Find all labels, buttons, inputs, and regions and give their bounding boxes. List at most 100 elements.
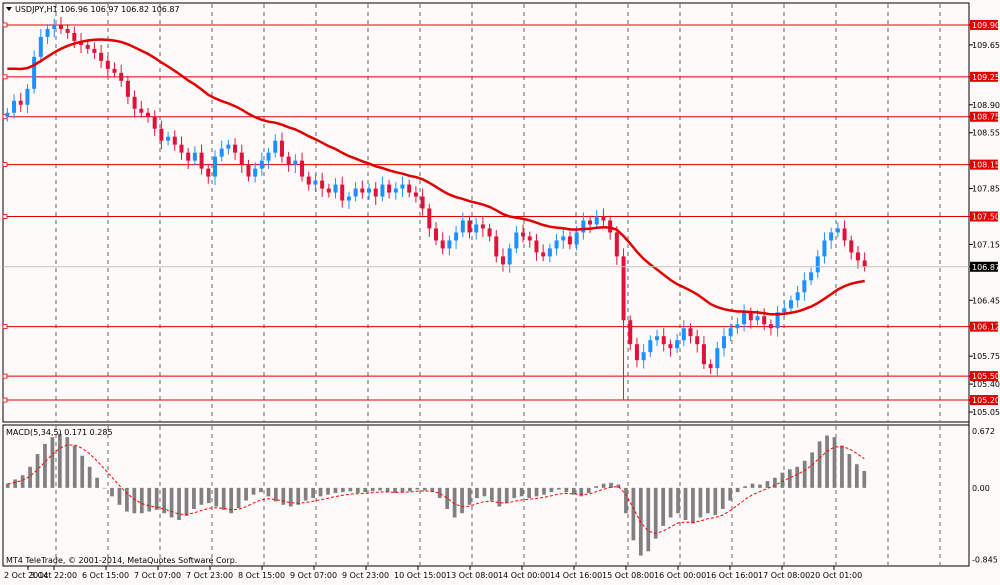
level-handle[interactable] [2,324,8,330]
price-tick-label: 105.05 [972,408,1000,417]
candle-body [420,196,425,209]
macd-bar [616,484,621,488]
candle-body [567,236,572,245]
macd-bar [579,487,584,497]
candle-body [721,336,727,349]
candle-body [65,28,70,33]
chart-menu-arrow-icon[interactable] [6,7,12,11]
macd-bar [199,487,204,505]
macd-bar [698,487,703,518]
macd-bar [20,475,25,488]
macd-bar [341,487,345,493]
level-handle[interactable] [2,74,8,80]
macd-bar [542,487,546,495]
candle-body [829,232,834,241]
candle-body [145,112,151,117]
macd-bar [832,437,837,488]
current-price-label: 106.87 [972,263,1000,272]
macd-bar [72,445,77,488]
candle-body [152,116,157,129]
time-tick-label: 6 Oct 15:00 [82,571,129,580]
macd-bar [504,487,509,504]
candle-body [534,240,539,253]
level-handle[interactable] [2,373,8,379]
macd-bar [497,487,502,507]
macd-bar [467,487,472,505]
candle-body [521,232,526,237]
candle-body [628,320,633,345]
candle-body [5,112,10,117]
macd-bar [773,477,777,488]
candle-body [802,280,807,293]
horizontal-levels[interactable] [2,22,969,403]
time-tick-label: 9 Oct 07:00 [290,571,337,580]
level-handle[interactable] [2,214,8,219]
macd-bar [706,487,710,514]
candle-body [842,228,847,241]
macd-bar [348,487,353,492]
macd-bar [817,441,822,488]
level-price-tags: 109.90 109.25 108.75 108.15 107.50 106.12 105.… [970,19,1000,406]
candle-body [715,348,720,369]
candle-body [279,140,284,157]
level-tag-label: 106.12 [972,323,1000,332]
macd-bar [132,487,137,514]
candle-body [12,100,17,113]
macd-bar [28,466,32,488]
time-tick-label: 7 Oct 23:00 [186,571,233,580]
macd-bar [430,487,435,493]
candle-body [192,152,197,161]
macd-bar [490,487,494,501]
macd-bar [311,487,315,499]
macd-bar [847,454,852,488]
level-handle[interactable] [2,162,8,168]
macd-bar [840,445,844,488]
level-tag-box [970,321,998,332]
candle-body [614,232,619,257]
macd-bar [780,472,785,488]
macd-bar [5,483,10,488]
candle-body [105,60,110,69]
candle-body [762,316,767,325]
macd-bar [65,437,70,488]
candle-body [340,184,345,201]
macd-bar [288,487,293,507]
macd-bar [162,487,166,514]
macd-bar [743,486,747,488]
candle-body [300,160,305,177]
macd-bar [452,487,457,518]
candle-body [25,88,30,105]
candle-body [601,216,606,221]
macd-bar [95,477,99,488]
macd-bar [192,487,196,510]
level-handle[interactable] [2,22,8,28]
macd-bar [609,482,613,488]
candle-body [554,240,559,249]
macd-bar [661,487,666,526]
candle-body [99,52,104,61]
candle-body [742,312,747,325]
macd-bar [221,487,226,510]
level-tag-label: 108.75 [972,113,1000,122]
candlestick-series [5,16,867,401]
macd-bar [795,466,800,488]
candle-body [561,236,566,241]
macd-bar [303,487,308,501]
candle-body [380,184,385,197]
candle-body [112,68,117,73]
candle-body [500,256,505,265]
candle-body [199,152,204,169]
candle-body [701,344,706,365]
macd-bar [266,487,271,497]
candle-body [38,36,43,57]
time-tick-label: 9 Oct 23:00 [342,571,389,580]
candle-body [400,184,405,189]
level-handle[interactable] [2,397,8,403]
candle-body [159,128,164,141]
candle-body [226,144,231,149]
current-price-tag [970,261,998,272]
macd-bar [802,460,807,488]
